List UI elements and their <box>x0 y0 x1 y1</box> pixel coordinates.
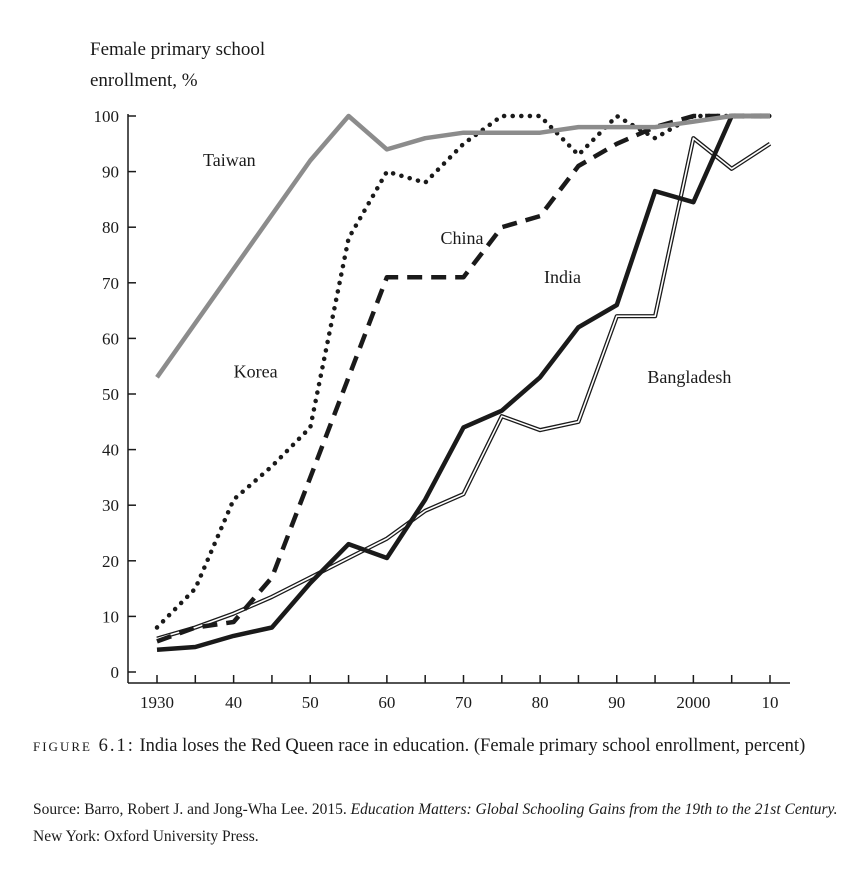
y-tick-label: 30 <box>102 496 119 515</box>
series-label-taiwan: Taiwan <box>203 150 256 170</box>
series-label-india: India <box>544 267 581 287</box>
y-tick-label: 40 <box>102 441 119 460</box>
x-tick-label: 2000 <box>676 693 710 712</box>
line-chart: 0 10 20 30 40 50 60 70 80 90 100 1930 40 50 60 70 80 90 20… <box>94 107 790 712</box>
source-title: Education Matters: Global Schooling Gain… <box>350 801 838 818</box>
series-label-bangladesh: Bangladesh <box>647 367 731 387</box>
x-tick-label: 90 <box>608 693 625 712</box>
y-tick-label: 90 <box>102 163 119 182</box>
series-line-india <box>156 113 770 653</box>
x-tick-label: 10 <box>762 693 779 712</box>
figure-label: figure 6.1: <box>33 736 135 756</box>
x-tick-label: 1930 <box>140 693 174 712</box>
series-layer <box>154 113 773 653</box>
series-line-taiwan <box>155 113 770 379</box>
axes: 0 10 20 30 40 50 60 70 80 90 100 1930 40 50 60 70 80 90 20… <box>94 107 790 712</box>
source-citation: Source: Barro, Robert J. and Jong-Wha Le… <box>33 796 853 850</box>
y-axis-label-line2: enrollment, % <box>90 70 198 91</box>
y-tick-label: 100 <box>94 107 120 126</box>
y-tick-label: 70 <box>102 274 119 293</box>
y-axis-label-line1: Female primary school <box>90 39 266 60</box>
x-tick-label: 70 <box>455 693 472 712</box>
series-label-china: China <box>441 228 484 248</box>
series-label-layer: Taiwan Korea China India Bangladesh <box>203 150 731 387</box>
x-tick-label: 80 <box>532 693 549 712</box>
figure-caption: figure 6.1: India loses the Red Queen ra… <box>33 732 833 761</box>
y-axis-label: Female primary school enrollment, % <box>90 34 265 96</box>
series-label-korea: Korea <box>234 361 278 381</box>
x-tick-label: 60 <box>378 693 395 712</box>
series-line-korea <box>154 113 773 630</box>
y-tick-label: 60 <box>102 329 119 348</box>
y-tick-label: 0 <box>111 663 120 682</box>
source-prefix: Source: Barro, Robert J. and Jong-Wha Le… <box>33 801 347 818</box>
y-tick-label: 20 <box>102 552 119 571</box>
x-tick-label: 50 <box>302 693 319 712</box>
series-line-bangladesh-inner <box>156 137 771 640</box>
y-tick-label: 50 <box>102 385 119 404</box>
y-tick-label: 10 <box>102 607 119 626</box>
x-tick-label: 40 <box>225 693 242 712</box>
caption-text: India loses the Red Queen race in educat… <box>139 736 806 756</box>
y-tick-label: 80 <box>102 218 119 237</box>
source-suffix: New York: Oxford University Press. <box>33 828 259 845</box>
